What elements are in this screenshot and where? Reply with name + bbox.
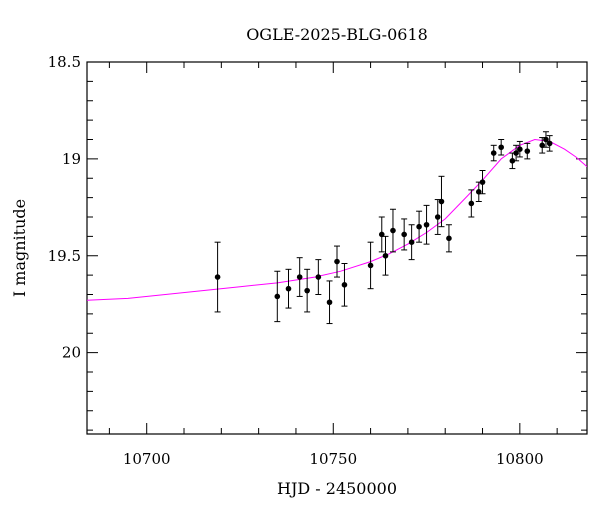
- y-axis-label: I magnitude: [10, 199, 29, 297]
- plot-frame: [86, 61, 588, 435]
- data-points: [214, 131, 553, 325]
- y-tick-label: 20: [62, 344, 81, 362]
- data-point: [214, 241, 221, 313]
- data-point: [542, 131, 549, 148]
- data-marker: [390, 227, 396, 234]
- data-point: [326, 280, 333, 325]
- data-point: [513, 144, 520, 162]
- data-marker: [382, 252, 389, 259]
- data-point: [423, 204, 430, 245]
- data-marker: [304, 287, 310, 294]
- data-marker: [446, 235, 452, 242]
- data-marker: [367, 262, 374, 269]
- data-marker: [378, 231, 385, 238]
- chart-title: OGLE-2025-BLG-0618: [246, 25, 428, 44]
- data-marker: [490, 150, 497, 156]
- data-marker: [479, 179, 486, 185]
- x-axis-label: HJD - 2450000: [277, 479, 397, 498]
- data-point: [438, 175, 445, 228]
- data-marker: [475, 189, 482, 195]
- data-point: [509, 152, 516, 170]
- data-marker: [509, 158, 516, 164]
- data-point: [285, 268, 292, 309]
- x-tick-label: 10700: [123, 450, 171, 468]
- data-point: [382, 235, 389, 276]
- data-point: [479, 170, 486, 195]
- data-marker: [326, 299, 333, 306]
- data-marker: [341, 282, 348, 288]
- y-tick-label: 19.5: [48, 247, 81, 265]
- data-point: [445, 224, 452, 253]
- x-tick-label: 10800: [496, 450, 544, 468]
- data-point: [401, 218, 408, 251]
- data-marker: [214, 274, 221, 280]
- data-point: [516, 140, 523, 158]
- data-point: [296, 257, 303, 297]
- y-tick-label: 18.5: [48, 53, 81, 71]
- data-marker: [517, 146, 523, 152]
- data-marker: [543, 136, 549, 143]
- data-marker: [468, 200, 475, 207]
- data-point: [274, 270, 281, 323]
- data-marker: [416, 223, 422, 230]
- data-marker: [513, 150, 519, 156]
- data-marker: [408, 239, 415, 245]
- data-marker: [546, 140, 553, 147]
- data-point: [367, 241, 374, 290]
- data-point: [341, 263, 348, 307]
- data-point: [334, 245, 340, 278]
- data-point: [378, 216, 385, 253]
- data-marker: [296, 274, 303, 280]
- data-marker: [524, 148, 531, 154]
- data-point: [490, 144, 497, 162]
- data-marker: [423, 221, 430, 228]
- data-point: [475, 181, 482, 202]
- data-point: [546, 135, 553, 152]
- data-marker: [539, 142, 546, 149]
- data-marker: [285, 285, 292, 292]
- data-point: [408, 224, 415, 261]
- data-point: [434, 199, 441, 235]
- data-marker: [498, 144, 504, 151]
- data-marker: [438, 198, 445, 205]
- data-point: [315, 259, 322, 295]
- data-marker: [434, 214, 441, 220]
- data-point: [416, 210, 423, 243]
- data-point: [524, 142, 531, 160]
- data-marker: [334, 258, 340, 265]
- data-marker: [274, 293, 281, 300]
- data-point: [389, 208, 396, 253]
- data-marker: [401, 231, 407, 238]
- x-axis: 10700 10750 10800: [108, 62, 558, 468]
- data-point: [304, 268, 311, 313]
- data-point: [468, 189, 475, 218]
- x-tick-label: 10750: [309, 450, 357, 468]
- y-tick-label: 19: [62, 150, 81, 168]
- data-point: [498, 139, 505, 156]
- y-axis: 18.5 19 19.5 20: [48, 53, 587, 431]
- data-marker: [315, 274, 322, 280]
